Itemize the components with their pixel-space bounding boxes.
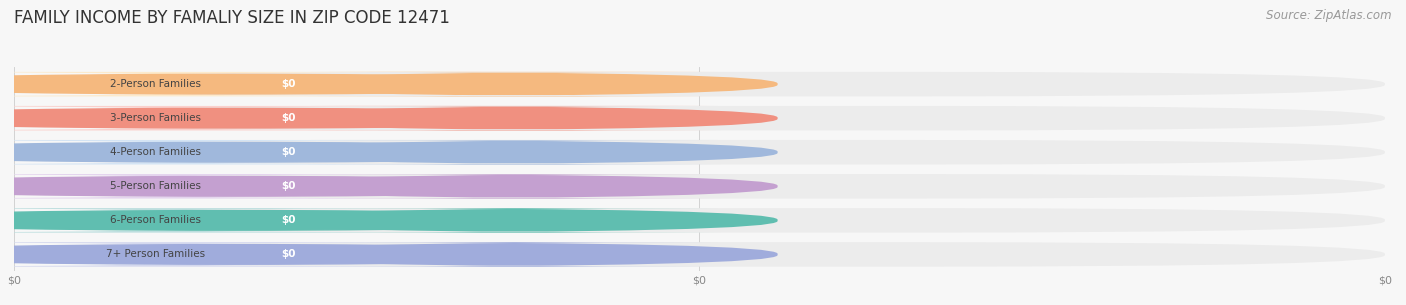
Text: Source: ZipAtlas.com: Source: ZipAtlas.com xyxy=(1267,9,1392,22)
Text: FAMILY INCOME BY FAMALIY SIZE IN ZIP CODE 12471: FAMILY INCOME BY FAMALIY SIZE IN ZIP COD… xyxy=(14,9,450,27)
Text: 2-Person Families: 2-Person Families xyxy=(110,79,201,89)
Circle shape xyxy=(0,245,626,264)
FancyBboxPatch shape xyxy=(252,174,778,199)
FancyBboxPatch shape xyxy=(252,208,778,233)
FancyBboxPatch shape xyxy=(252,140,778,164)
FancyBboxPatch shape xyxy=(14,242,1385,267)
FancyBboxPatch shape xyxy=(0,208,482,233)
FancyBboxPatch shape xyxy=(14,208,1385,233)
Text: 6-Person Families: 6-Person Families xyxy=(110,215,201,225)
FancyBboxPatch shape xyxy=(0,106,482,131)
FancyBboxPatch shape xyxy=(252,106,778,131)
FancyBboxPatch shape xyxy=(0,140,482,164)
FancyBboxPatch shape xyxy=(0,174,482,199)
FancyBboxPatch shape xyxy=(252,72,778,96)
FancyBboxPatch shape xyxy=(0,242,482,267)
Circle shape xyxy=(0,74,626,94)
FancyBboxPatch shape xyxy=(0,72,482,96)
Circle shape xyxy=(0,142,626,162)
Circle shape xyxy=(0,210,626,230)
FancyBboxPatch shape xyxy=(14,174,1385,199)
Text: $0: $0 xyxy=(281,147,295,157)
Text: $0: $0 xyxy=(281,79,295,89)
Text: 4-Person Families: 4-Person Families xyxy=(110,147,201,157)
FancyBboxPatch shape xyxy=(14,140,1385,164)
Text: $0: $0 xyxy=(281,113,295,123)
Text: 7+ Person Families: 7+ Person Families xyxy=(105,249,205,260)
Circle shape xyxy=(0,177,626,196)
Circle shape xyxy=(0,108,626,128)
Text: $0: $0 xyxy=(281,181,295,191)
FancyBboxPatch shape xyxy=(14,106,1385,131)
Text: $0: $0 xyxy=(281,249,295,260)
FancyBboxPatch shape xyxy=(14,72,1385,96)
Text: 5-Person Families: 5-Person Families xyxy=(110,181,201,191)
Text: $0: $0 xyxy=(281,215,295,225)
Text: 3-Person Families: 3-Person Families xyxy=(110,113,201,123)
FancyBboxPatch shape xyxy=(252,242,778,267)
